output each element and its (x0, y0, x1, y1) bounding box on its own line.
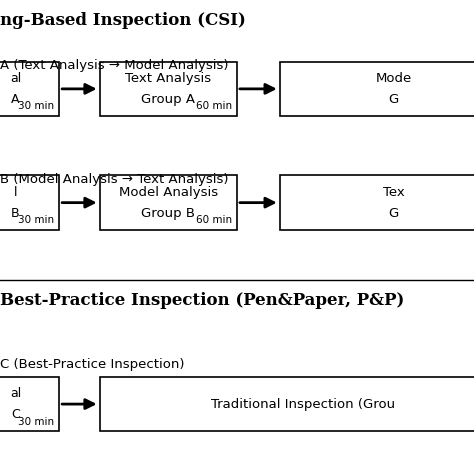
Text: al: al (10, 387, 21, 400)
Text: A (Text Analysis → Model Analysis): A (Text Analysis → Model Analysis) (0, 59, 228, 72)
Text: G: G (388, 93, 399, 106)
Text: Mode: Mode (375, 72, 411, 85)
Text: C: C (11, 408, 20, 421)
Text: 60 min: 60 min (196, 215, 232, 225)
Bar (0, 377, 59, 431)
Text: C (Best-Practice Inspection): C (Best-Practice Inspection) (0, 358, 184, 371)
Text: l: l (14, 186, 17, 199)
Text: 60 min: 60 min (196, 101, 232, 111)
Bar (100, 377, 474, 431)
Text: Group B: Group B (141, 207, 195, 219)
Text: A: A (11, 93, 19, 106)
Text: 30 min: 30 min (18, 101, 55, 111)
Text: al: al (10, 72, 21, 85)
Text: Model Analysis: Model Analysis (118, 186, 218, 199)
Text: G: G (388, 207, 399, 219)
Text: B (Model Analysis → Text Analysis): B (Model Analysis → Text Analysis) (0, 173, 228, 186)
Text: ng-Based Inspection (CSI): ng-Based Inspection (CSI) (0, 12, 246, 29)
Text: Group A: Group A (141, 93, 195, 106)
Bar (0, 175, 59, 230)
Text: Tex: Tex (383, 186, 404, 199)
Text: Best-Practice Inspection (Pen&Paper, P&P): Best-Practice Inspection (Pen&Paper, P&P… (0, 292, 404, 309)
Text: Traditional Inspection (Grou: Traditional Inspection (Grou (211, 398, 395, 410)
Bar (100, 175, 237, 230)
Text: B: B (11, 207, 20, 219)
Text: 30 min: 30 min (18, 215, 55, 225)
Bar (100, 62, 237, 116)
Bar (280, 62, 474, 116)
Bar (0, 62, 59, 116)
Text: Text Analysis: Text Analysis (125, 72, 211, 85)
Text: 30 min: 30 min (18, 417, 55, 427)
Bar (280, 175, 474, 230)
